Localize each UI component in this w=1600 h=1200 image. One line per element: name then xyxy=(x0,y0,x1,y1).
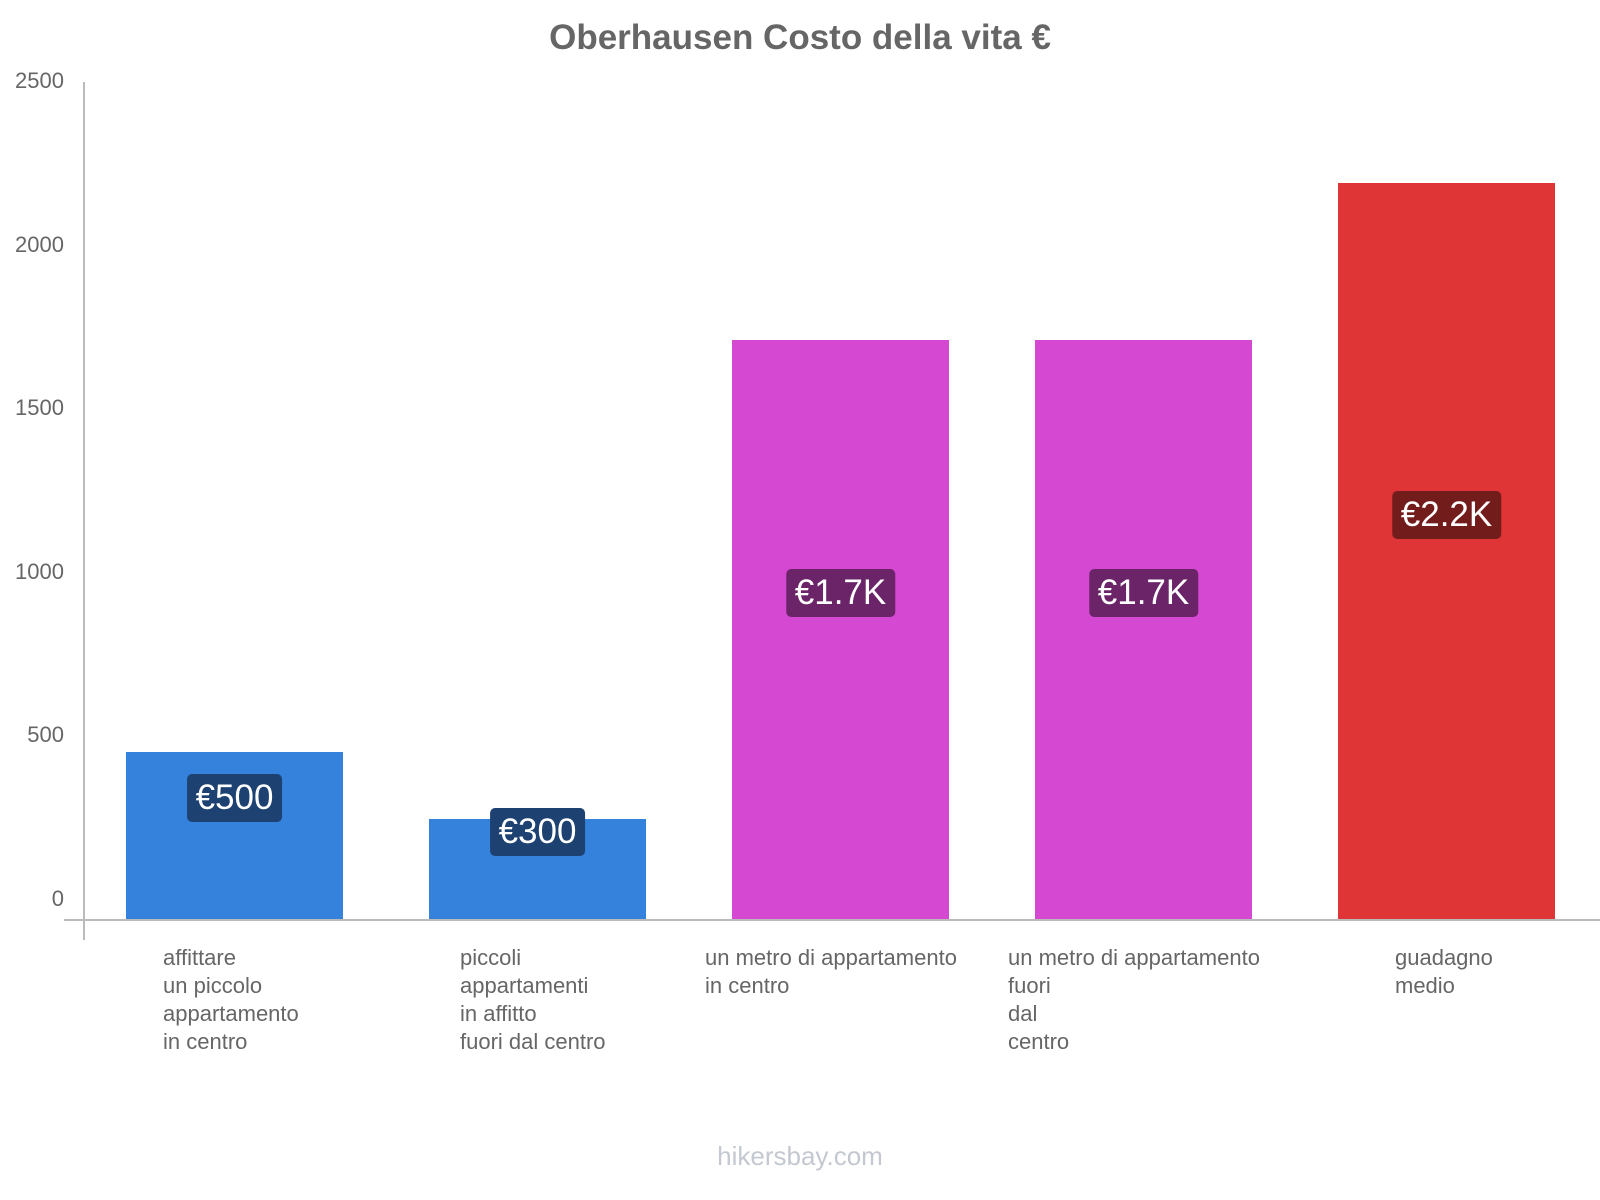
y-tick-label: 2000 xyxy=(15,232,64,257)
category-label: affittare un piccolo appartamento in cen… xyxy=(163,945,299,1054)
bar[interactable] xyxy=(1035,340,1252,920)
y-tick-label: 1000 xyxy=(15,559,64,584)
value-label: €1.7K xyxy=(1088,569,1199,617)
value-label: €2.2K xyxy=(1391,491,1502,539)
y-axis-line xyxy=(83,82,85,940)
y-tick-label: 1500 xyxy=(15,395,64,420)
value-label: €1.7K xyxy=(785,569,896,617)
y-tick-label: 500 xyxy=(27,722,64,747)
category-label: un metro di appartamento fuori dal centr… xyxy=(1008,945,1260,1054)
chart-title: Oberhausen Costo della vita € xyxy=(549,18,1051,57)
value-label: €300 xyxy=(489,808,586,856)
watermark: hikersbay.com xyxy=(717,1141,883,1171)
y-tick-label: 0 xyxy=(51,886,64,911)
category-label: un metro di appartamento in centro xyxy=(705,945,957,998)
x-axis-line xyxy=(64,919,1600,921)
bar[interactable] xyxy=(732,340,949,920)
category-label: guadagno medio xyxy=(1395,945,1493,998)
bar[interactable] xyxy=(1338,182,1555,920)
value-label: €500 xyxy=(186,774,283,822)
category-label: piccoli appartamenti in affitto fuori da… xyxy=(460,945,606,1054)
y-tick-label: 2500 xyxy=(15,68,64,93)
